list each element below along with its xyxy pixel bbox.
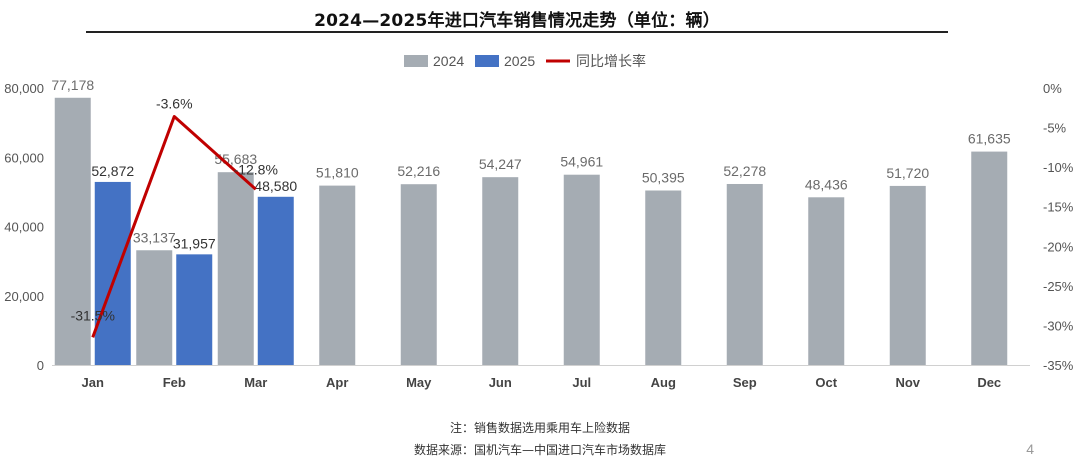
bar-2024 <box>400 184 437 365</box>
page-number: 4 <box>1026 441 1034 457</box>
bar-2025 <box>176 254 213 365</box>
y-left-tick-label: 60,000 <box>4 150 44 165</box>
bar-2024 <box>482 177 519 365</box>
bar-label-2024: 33,137 <box>133 229 176 245</box>
footnote-source: 数据来源：国机汽车—中国进口汽车市场数据库 <box>413 443 666 457</box>
bar-2024 <box>136 250 173 365</box>
growth-rate-label: -3.6% <box>156 95 193 111</box>
page-title: 2024—2025年进口汽车销售情况走势（单位：辆） <box>314 11 720 31</box>
x-tick-label: Nov <box>895 375 920 390</box>
bar-label-2025: 48,580 <box>254 178 297 194</box>
y-left-tick-label: 80,000 <box>4 81 44 96</box>
x-tick-label: Jun <box>489 375 512 390</box>
bar-label-2024: 54,247 <box>479 156 522 172</box>
x-tick-label: May <box>406 375 432 390</box>
x-tick-label: Jul <box>572 375 591 390</box>
legend-label-2025: 2025 <box>504 53 535 69</box>
bar-label-2024: 61,635 <box>968 131 1011 147</box>
bar-2024 <box>645 190 682 365</box>
bar-label-2024: 50,395 <box>642 170 685 186</box>
footnote-note: 注：销售数据选用乘用车上险数据 <box>449 421 630 435</box>
bar-label-2024: 51,720 <box>886 165 929 181</box>
y-left-tick-label: 20,000 <box>4 289 44 304</box>
y-left-tick-label: 40,000 <box>4 220 44 235</box>
y-right-tick-label: -15% <box>1043 200 1074 215</box>
bar-2025 <box>257 196 294 365</box>
x-tick-label: Feb <box>163 375 186 390</box>
x-tick-label: Apr <box>326 375 348 390</box>
bar-2024 <box>971 151 1008 365</box>
y-right-tick-label: -30% <box>1043 318 1074 333</box>
y-right-tick-label: -10% <box>1043 160 1074 175</box>
x-tick-label: Oct <box>815 375 837 390</box>
y-right-tick-label: -25% <box>1043 279 1074 294</box>
x-tick-label: Dec <box>977 375 1001 390</box>
legend-label-2024: 2024 <box>433 53 464 69</box>
bar-2024 <box>563 174 600 365</box>
bar-2024 <box>726 183 763 365</box>
bar-label-2024: 54,961 <box>560 154 603 170</box>
growth-rate-label: -31.5% <box>71 307 115 323</box>
growth-rate-line <box>91 114 257 338</box>
title-underline <box>86 31 948 33</box>
legend-swatch-2025 <box>475 55 499 67</box>
bar-2024 <box>319 185 356 365</box>
bar-label-2024: 77,178 <box>51 77 94 93</box>
legend-label-growth: 同比增长率 <box>576 53 646 70</box>
x-tick-label: Mar <box>244 375 267 390</box>
bar-2024 <box>889 185 926 365</box>
y-right-tick-label: -35% <box>1043 358 1074 373</box>
bar-label-2024: 52,216 <box>397 163 440 179</box>
growth-rate-label: -12.8% <box>234 161 278 177</box>
bar-label-2025: 52,872 <box>91 163 134 179</box>
y-right-tick-label: -5% <box>1043 121 1067 136</box>
bar-2025 <box>94 181 131 365</box>
bar-2024 <box>217 172 254 365</box>
x-tick-label: Sep <box>733 375 757 390</box>
bar-label-2024: 48,436 <box>805 176 848 192</box>
bar-label-2024: 52,278 <box>723 163 766 179</box>
y-left-tick-label: 0 <box>37 358 44 373</box>
legend-swatch-2024 <box>404 55 428 67</box>
y-right-tick-label: -20% <box>1043 239 1074 254</box>
bar-label-2025: 31,957 <box>173 235 216 251</box>
bar-label-2024: 51,810 <box>316 165 359 181</box>
x-tick-label: Aug <box>651 375 676 390</box>
y-right-tick-label: 0% <box>1043 81 1062 96</box>
x-tick-label: Jan <box>82 375 104 390</box>
bar-2024 <box>808 197 845 365</box>
bar-2024 <box>54 97 91 365</box>
